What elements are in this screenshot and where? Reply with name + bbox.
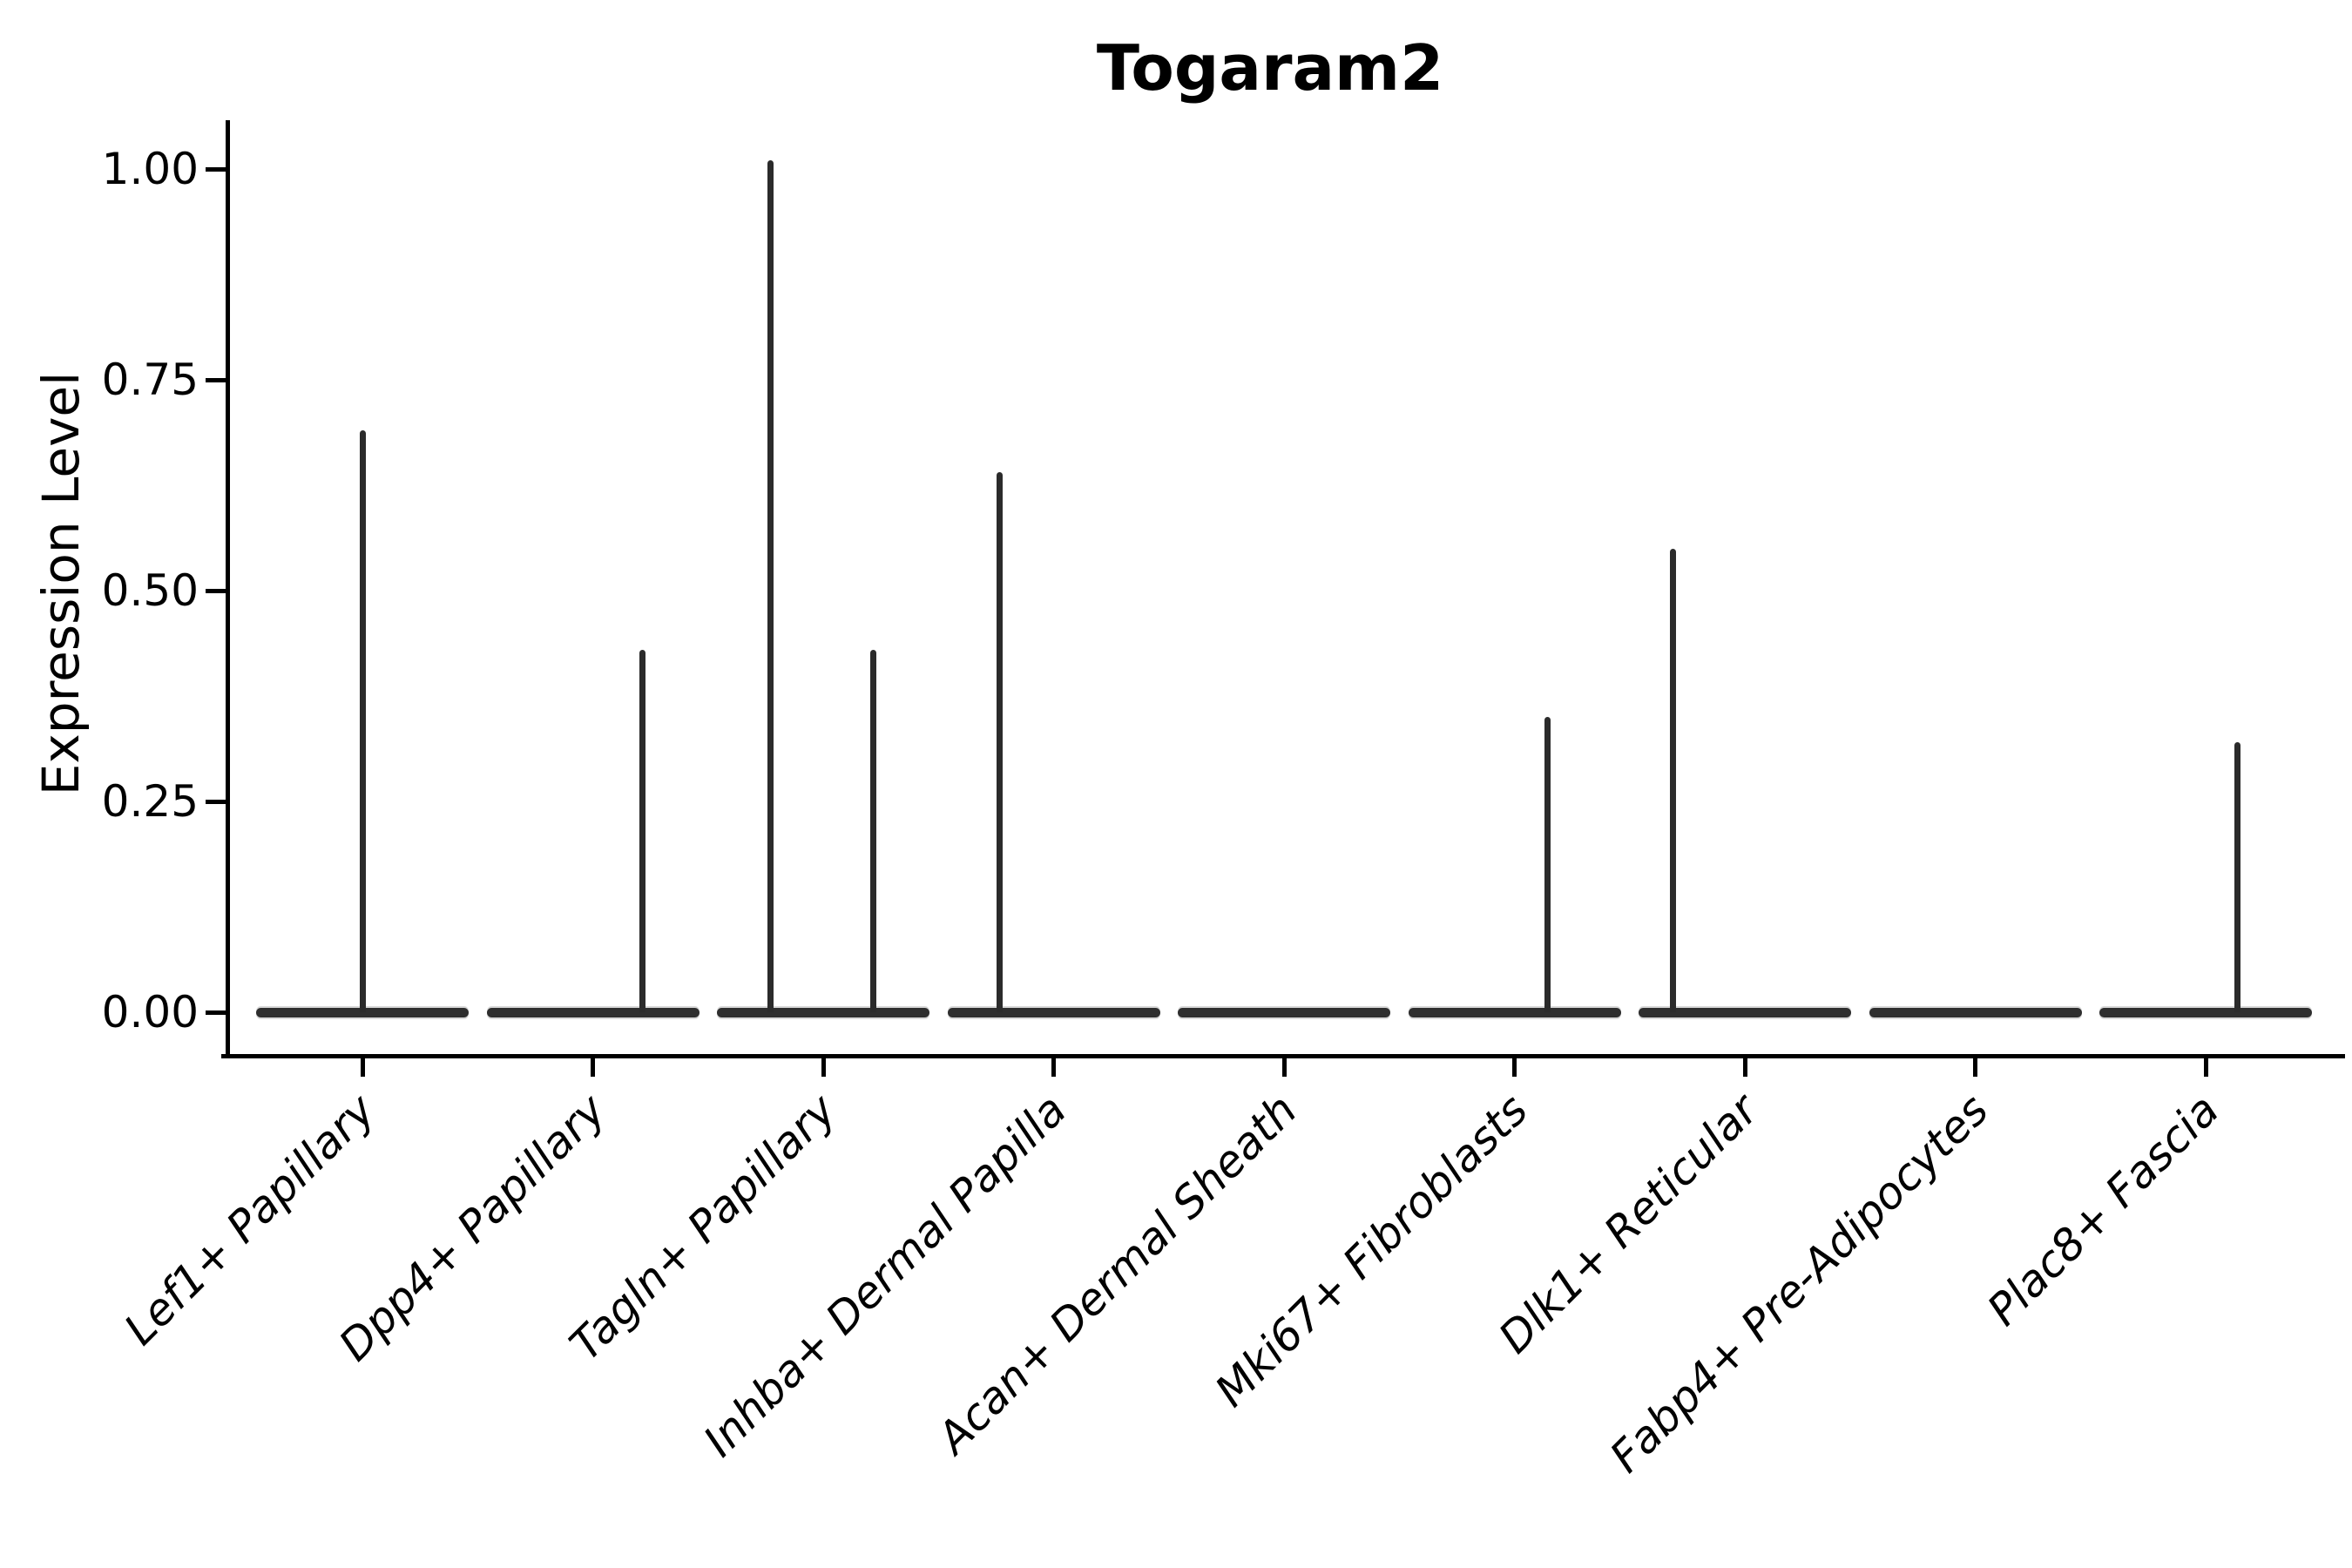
y-tick-label: 0.25 xyxy=(101,776,199,827)
x-tick xyxy=(821,1057,826,1077)
x-tick-label: Lef1+ Papillary xyxy=(114,1085,386,1355)
violin-spike xyxy=(359,430,366,1012)
violin-baseline xyxy=(1408,1007,1621,1017)
violin-spike xyxy=(1544,717,1551,1012)
x-tick xyxy=(1051,1057,1056,1077)
y-axis-line xyxy=(226,120,230,1058)
y-tick-label: 0.75 xyxy=(101,355,199,405)
x-tick xyxy=(591,1057,595,1077)
y-tick xyxy=(206,588,226,593)
x-tick xyxy=(1281,1057,1287,1077)
violin-baseline xyxy=(947,1007,1160,1017)
y-tick xyxy=(206,799,226,804)
x-axis-line xyxy=(221,1054,2345,1058)
x-tick-label: Plac8+ Fascia xyxy=(1977,1085,2229,1335)
violin-baseline xyxy=(1639,1007,1851,1017)
violin-spike xyxy=(997,472,1003,1012)
violin-baseline xyxy=(1178,1007,1390,1017)
violin-spike xyxy=(1669,548,1676,1012)
y-tick-label: 1.00 xyxy=(101,144,199,194)
y-tick-label: 0.00 xyxy=(101,987,199,1037)
y-tick xyxy=(206,166,226,172)
x-tick xyxy=(1512,1057,1517,1077)
violin-spike xyxy=(2234,742,2240,1012)
violin-baseline xyxy=(2099,1007,2312,1017)
violin-spike xyxy=(767,160,774,1012)
x-tick xyxy=(2203,1057,2208,1077)
y-tick xyxy=(206,377,226,382)
plot-title: Togaram2 xyxy=(1096,31,1444,105)
x-tick xyxy=(360,1057,365,1077)
violin-spike xyxy=(869,649,876,1012)
x-tick xyxy=(1742,1057,1747,1077)
y-tick xyxy=(206,1010,226,1015)
violin-baseline xyxy=(256,1007,469,1017)
violin-baseline xyxy=(1869,1007,2082,1017)
x-tick-label: Fabp4+ Pre-Adipocytes xyxy=(1599,1085,1998,1483)
violin-baseline xyxy=(486,1007,700,1017)
violin-spike xyxy=(639,649,645,1012)
y-tick-label: 0.50 xyxy=(101,565,199,616)
x-tick xyxy=(1973,1057,1977,1077)
violin-baseline xyxy=(717,1007,929,1017)
